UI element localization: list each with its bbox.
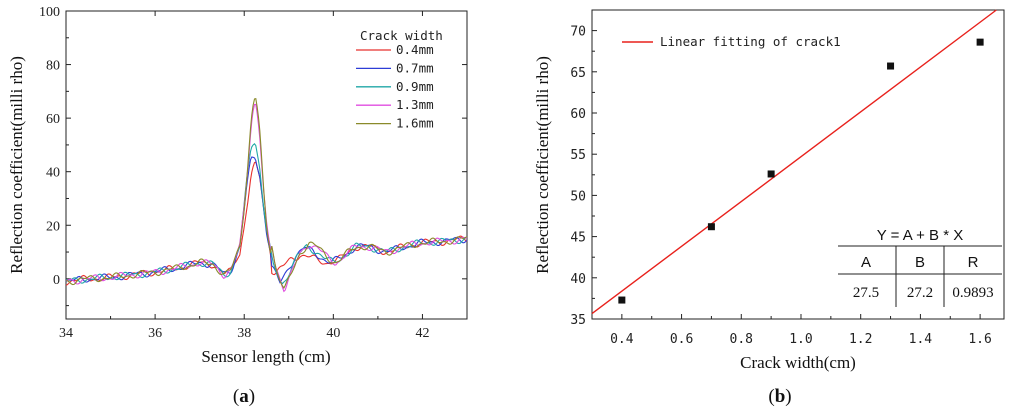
caption-letter-a: a [239, 386, 249, 407]
legend-label-0.4mm: 0.4mm [396, 42, 434, 57]
y-tick-label: 100 [39, 5, 60, 20]
y-tick-label: 80 [46, 59, 60, 74]
x-tick-label: 0.8 [730, 332, 753, 347]
legend-label-1.3mm: 1.3mm [396, 97, 434, 112]
y-tick-label: 60 [46, 112, 60, 127]
panel-a-y-axis-label: Reflection coefficient(milli rho) [7, 56, 26, 274]
panel-b-plot-frame [591, 9, 1005, 320]
panel-a-series-lines [65, 98, 468, 293]
panel-b-fit [591, 9, 997, 315]
fit-legend-label: Linear fitting of crack1 [660, 34, 841, 49]
table-value-r: 0.9893 [952, 285, 993, 301]
panel-b-points [618, 38, 984, 304]
caption-open: ( [233, 386, 239, 407]
y-tick-label: 50 [570, 189, 586, 204]
table-header-a: A [861, 254, 871, 271]
panel-a-legend: Crack width 0.4mm 0.7mm 0.9mm 1.3mm 1.6mm [356, 28, 443, 131]
series-line-1.3mm [65, 103, 467, 293]
y-tick-label: 35 [570, 313, 586, 328]
panel-a-x-axis-label: Sensor length (cm) [201, 347, 330, 366]
x-tick-label: 1.4 [909, 332, 933, 347]
series-line-0.9mm [65, 142, 468, 285]
table-equation: Y = A + B * X [877, 227, 963, 244]
table-value-a: 27.5 [853, 285, 879, 301]
panel-a-line-chart: 34 36 38 40 42 0 20 40 60 80 100 Crack width 0.4mm… [7, 5, 468, 407]
y-tick-label: 70 [570, 25, 586, 40]
x-tick-label: 42 [415, 326, 429, 341]
caption-open: ( [768, 386, 774, 407]
legend-label-0.9mm: 0.9mm [396, 79, 434, 94]
linear-fit-line [591, 9, 997, 315]
x-tick-label: 1.2 [849, 332, 872, 347]
y-tick-label: 40 [570, 272, 586, 287]
legend-title: Crack width [360, 28, 443, 43]
y-tick-label: 45 [570, 231, 586, 246]
data-point [976, 38, 984, 46]
caption-close: ) [785, 386, 791, 407]
x-tick-label: 1.0 [789, 332, 812, 347]
data-point [887, 62, 895, 70]
data-point [618, 296, 626, 304]
x-tick-label: 38 [237, 326, 251, 341]
y-tick-label: 0 [53, 273, 60, 288]
panel-a-caption: (a) [233, 386, 255, 407]
panel-a-plot-frame [65, 10, 468, 320]
y-tick-label: 60 [570, 107, 586, 122]
x-tick-label: 36 [148, 326, 162, 341]
panel-b-legend: Linear fitting of crack1 [622, 34, 841, 49]
y-tick-label: 55 [570, 148, 586, 163]
legend-label-0.7mm: 0.7mm [396, 60, 434, 75]
panel-b-caption: (b) [768, 386, 791, 407]
table-header-r: R [968, 254, 979, 271]
fit-parameter-table: Y = A + B * X A B R 27.5 27.2 0.9893 [838, 227, 1002, 307]
y-tick-label: 65 [570, 66, 586, 81]
data-point [707, 223, 715, 231]
y-tick-label: 20 [46, 219, 60, 234]
y-tick-label: 40 [46, 166, 60, 181]
legend-label-1.6mm: 1.6mm [396, 116, 434, 131]
panel-b-x-axis-label: Crack width(cm) [740, 353, 856, 372]
x-tick-label: 1.6 [968, 332, 991, 347]
caption-close: ) [249, 386, 255, 407]
table-header-b: B [915, 254, 925, 271]
x-tick-label: 0.4 [610, 332, 634, 347]
panel-a-ticks: 34 36 38 40 42 0 20 40 60 80 100 [39, 5, 467, 341]
panel-b-ticks: 0.4 0.6 0.8 1.0 1.2 1.4 1.6 35 40 45 50 55 60 65 70 [570, 25, 992, 347]
x-tick-label: 0.6 [670, 332, 693, 347]
x-tick-label: 34 [59, 326, 73, 341]
data-point [767, 170, 775, 178]
table-value-b: 27.2 [907, 285, 933, 301]
x-tick-label: 40 [326, 326, 340, 341]
series-line-1.6mm [65, 98, 468, 289]
panel-b-scatter-chart: 0.4 0.6 0.8 1.0 1.2 1.4 1.6 35 40 45 50 55 60 65 70 Li… [533, 9, 1005, 407]
panel-b-y-axis-label: Reflection coefficient(milli rho) [533, 56, 552, 274]
caption-letter-b: b [775, 386, 786, 407]
